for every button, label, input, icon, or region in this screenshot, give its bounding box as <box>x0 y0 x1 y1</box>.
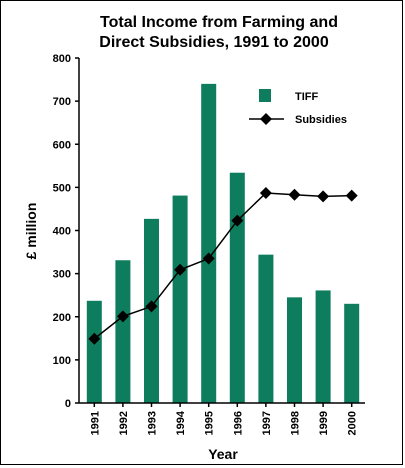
bar-tiff-2000 <box>344 303 360 403</box>
x-tick-label-1993: 1993 <box>147 411 159 435</box>
y-tick-label-200: 200 <box>53 312 71 324</box>
y-tick-label-500: 500 <box>53 182 71 194</box>
subsidies-line <box>93 192 352 340</box>
bar-group <box>86 83 360 403</box>
legend-label-subsidies: Subsidies <box>295 114 347 126</box>
subsidies-point-1998 <box>288 188 301 201</box>
x-tick-label-1995: 1995 <box>204 411 216 435</box>
axes-group <box>75 57 365 407</box>
x-tick-label-1997: 1997 <box>261 411 273 435</box>
bar-tiff-1994 <box>172 195 188 403</box>
x-tick-label-1996: 1996 <box>232 411 244 435</box>
subsidies-point-1991 <box>88 332 101 345</box>
bar-tiff-1997 <box>258 254 274 403</box>
subsidies-point-1995 <box>202 252 215 265</box>
subsidies-point-2000 <box>345 189 358 202</box>
x-tick-labels: 1991 1992 1993 1994 1995 1996 1997 1998 1999 2000 <box>89 410 358 435</box>
subsidies-point-1997 <box>259 186 272 199</box>
y-axis-label: £ million <box>23 203 39 260</box>
legend-swatch-tiff <box>259 89 271 102</box>
bar-tiff-1996 <box>229 172 245 403</box>
bar-tiff-1995 <box>201 83 217 403</box>
subsidies-point-1994 <box>174 263 187 276</box>
y-tick-label-800: 800 <box>53 53 71 65</box>
chart-title-line-1: Total Income from Farming and <box>100 14 338 31</box>
x-tick-label-1991: 1991 <box>89 411 101 435</box>
chart-title-line-2: Direct Subsidies, 1991 to 2000 <box>99 34 329 51</box>
y-tick-label-100: 100 <box>53 355 71 367</box>
subsidies-line-group <box>88 186 358 345</box>
y-tick-label-400: 400 <box>53 226 71 238</box>
y-tick-label-600: 600 <box>53 139 71 151</box>
legend: TIFF Subsidies <box>249 89 347 126</box>
x-tick-label-1998: 1998 <box>290 411 302 435</box>
x-tick-label-2000: 2000 <box>347 411 359 435</box>
x-tick-label-1994: 1994 <box>175 410 187 435</box>
y-tick-labels: 0 100 200 300 400 500 600 700 800 <box>53 53 71 410</box>
x-axis-label: Year <box>208 446 238 462</box>
subsidies-point-1999 <box>317 190 330 203</box>
legend-marker-subsidies <box>260 113 272 125</box>
y-tick-label-0: 0 <box>65 398 71 410</box>
y-tick-label-700: 700 <box>53 96 71 108</box>
x-tick-label-1999: 1999 <box>318 411 330 435</box>
bar-tiff-1999 <box>315 290 331 403</box>
legend-label-tiff: TIFF <box>295 91 318 103</box>
subsidies-point-1993 <box>145 300 158 313</box>
bar-tiff-1991 <box>86 300 102 403</box>
subsidies-point-1992 <box>116 310 129 323</box>
y-tick-label-300: 300 <box>53 269 71 281</box>
bar-tiff-1992 <box>115 260 131 403</box>
bar-tiff-1998 <box>287 297 302 403</box>
x-tick-label-1992: 1992 <box>118 411 130 435</box>
subsidies-point-1996 <box>231 214 244 227</box>
